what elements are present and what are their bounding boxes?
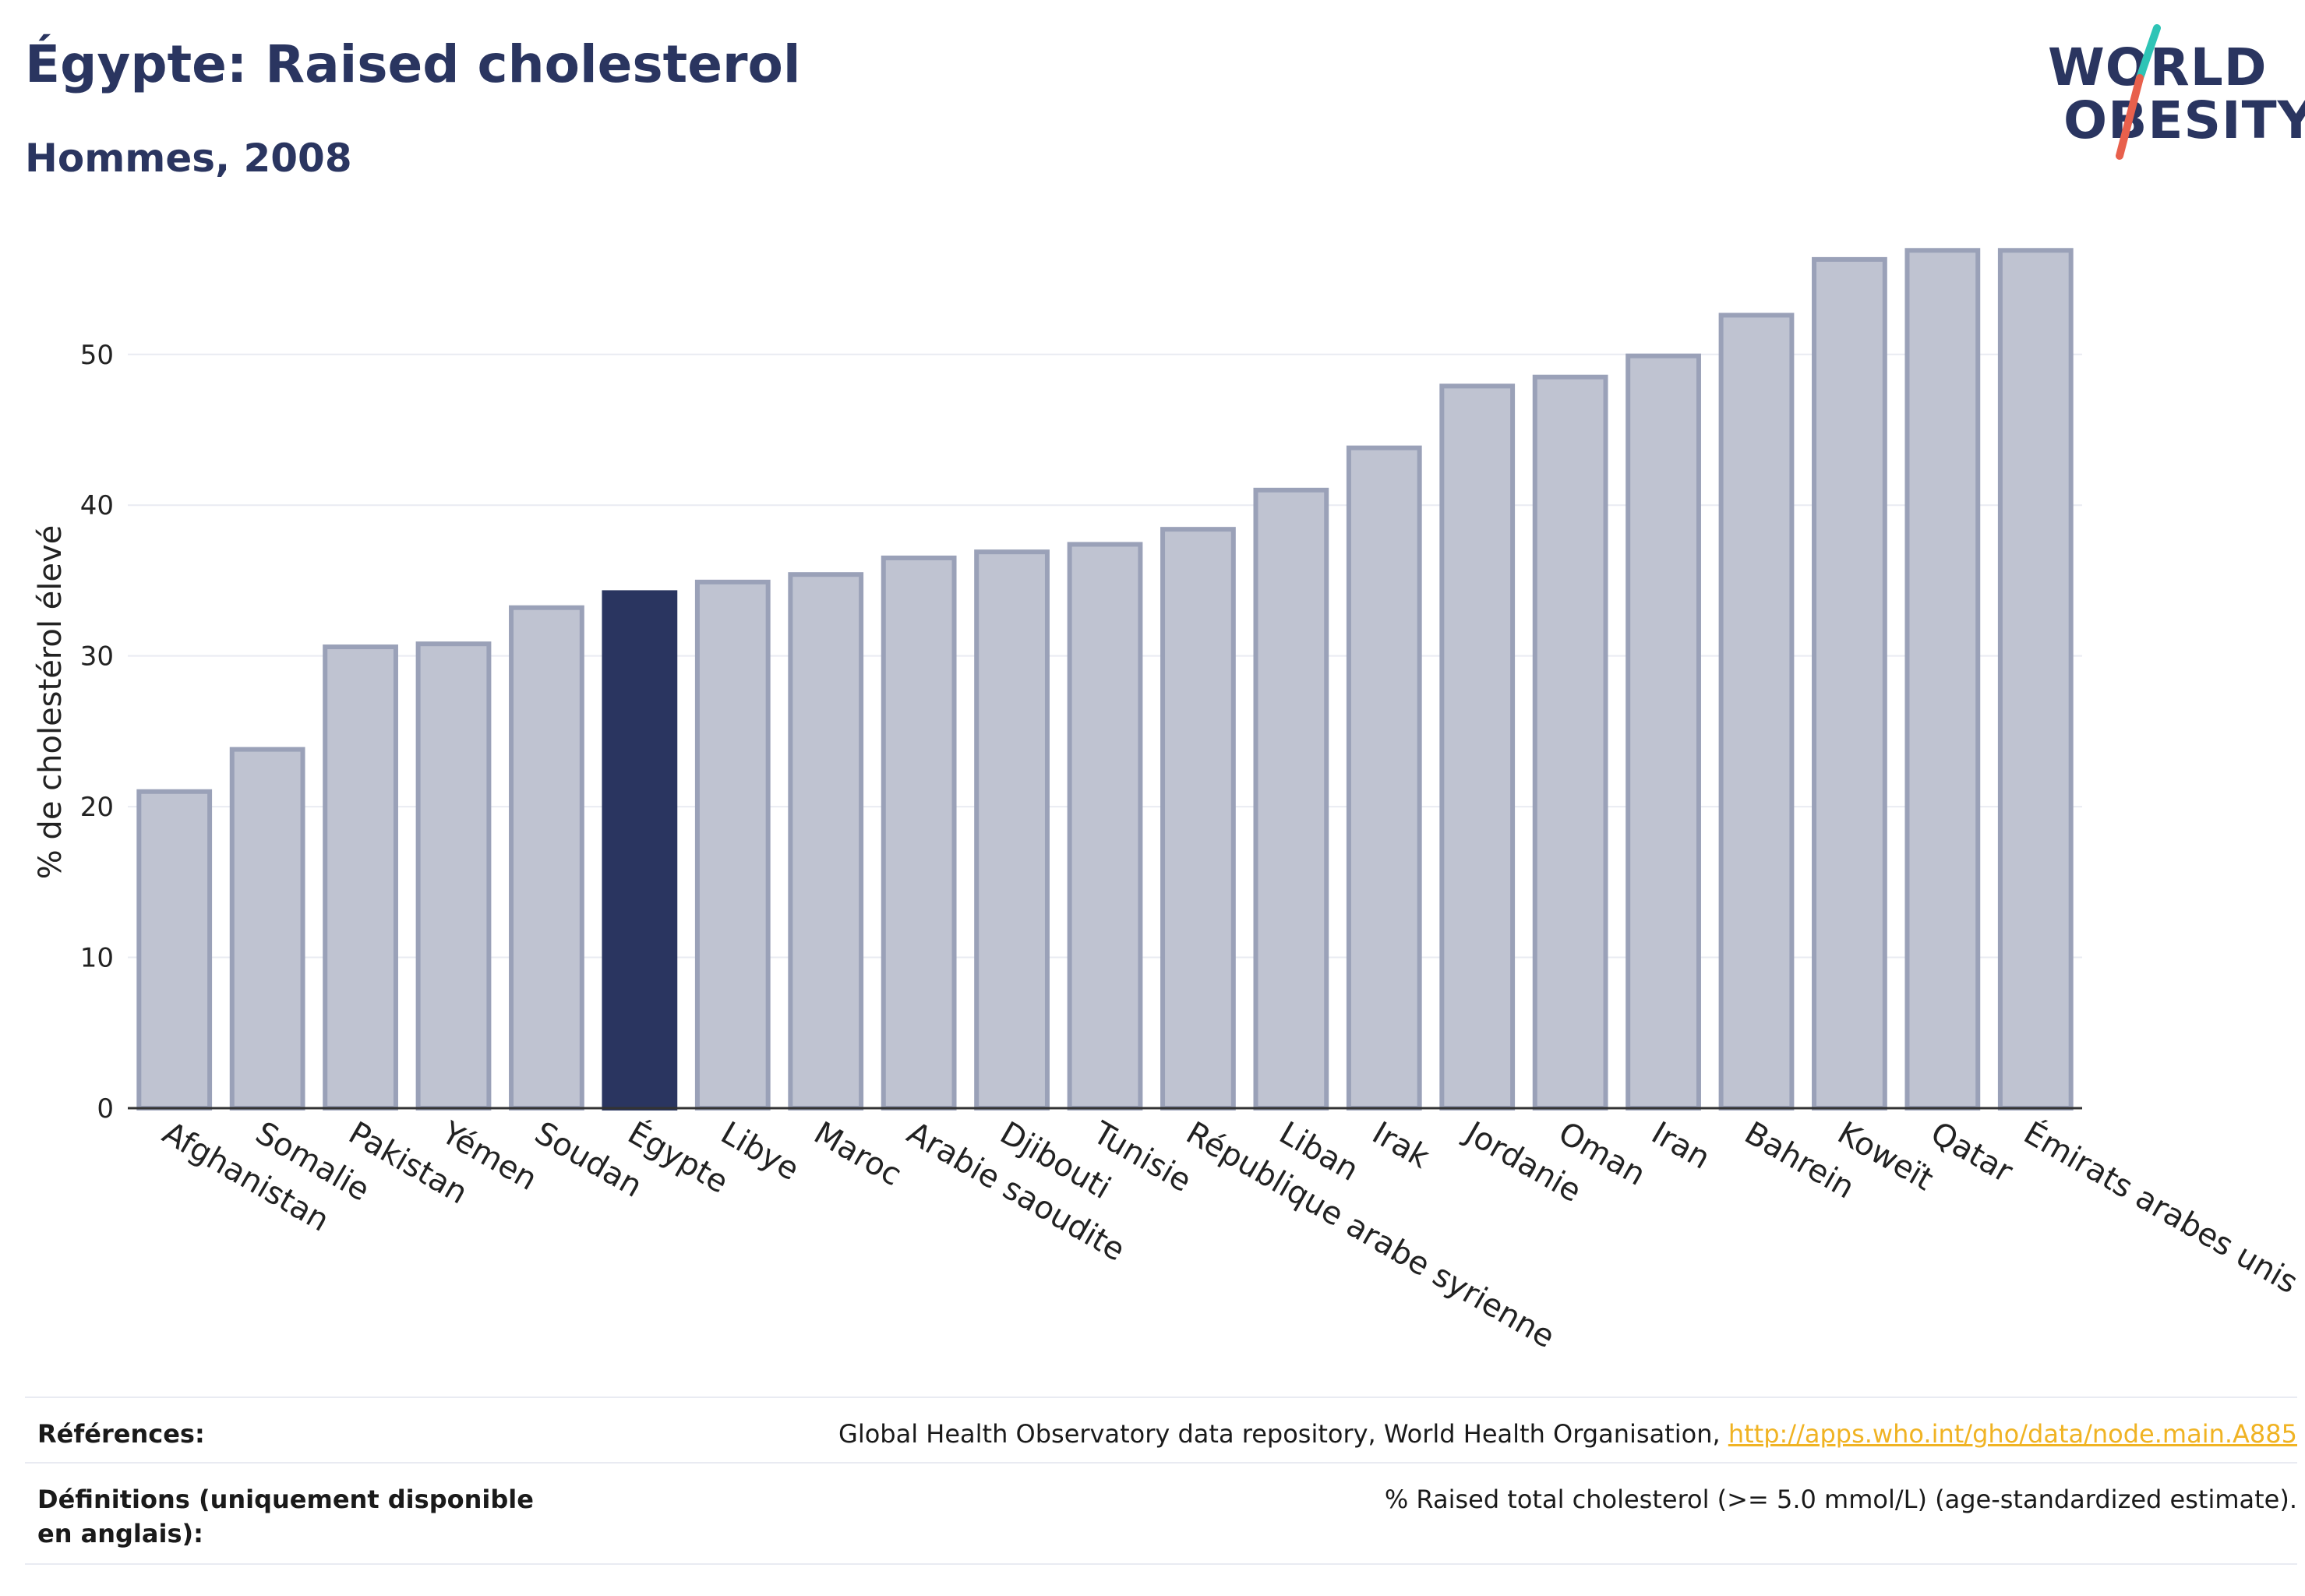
bar-koweït[interactable] [1812, 256, 1887, 1110]
bar-bahrein[interactable] [1718, 312, 1795, 1110]
bar-maroc[interactable] [788, 572, 864, 1110]
x-tick-label: Émirats arabes unis [2017, 1114, 2304, 1301]
y-axis-label: % de cholestérol élevé [33, 525, 69, 880]
bar-yémen[interactable] [415, 641, 492, 1110]
y-tick-label: 10 [80, 943, 114, 974]
definitions-value: % Raised total cholesterol (>= 5.0 mmol/… [1384, 1485, 2297, 1514]
bar-oman[interactable] [1532, 374, 1608, 1110]
bar-qatar[interactable] [1904, 248, 1981, 1110]
x-tick-label: Soudan [528, 1115, 648, 1205]
references-label: Références: [37, 1419, 205, 1449]
x-tick-label: Irak [1366, 1115, 1435, 1176]
definitions-label: Définitions (uniquement disponible en an… [37, 1485, 534, 1548]
footer-references-row: Références: Global Health Observatory da… [25, 1417, 2297, 1453]
x-tick-label: Iran [1646, 1115, 1717, 1177]
bar-libye[interactable] [694, 579, 771, 1110]
y-tick-labels: 0 10 20 30 40 50 [80, 340, 114, 1125]
footer-definitions-row: Définitions (uniquement disponible en an… [25, 1482, 2297, 1554]
y-tick-label: 40 [80, 490, 114, 521]
footer-divider-top [25, 1396, 2297, 1398]
bar-pakistan[interactable] [323, 644, 398, 1110]
x-tick-label: Maroc [808, 1115, 908, 1193]
bar-égypte[interactable] [602, 590, 678, 1110]
bar-jordanie[interactable] [1439, 383, 1516, 1110]
logo-line-2: OBESITY [2063, 90, 2305, 150]
bar-république-arabe-syrienne[interactable] [1160, 527, 1236, 1110]
bar-irak[interactable] [1346, 445, 1422, 1110]
y-tick-label: 0 [97, 1093, 114, 1125]
y-tick-label: 30 [80, 641, 114, 673]
bar-somalie[interactable] [229, 747, 305, 1110]
bar-tunisie[interactable] [1067, 542, 1143, 1110]
references-link[interactable]: http://apps.who.int/gho/data/node.main.A… [1728, 1419, 2297, 1449]
references-text: Global Health Observatory data repositor… [838, 1419, 1728, 1449]
bar-djibouti[interactable] [974, 549, 1050, 1110]
x-tick-label: Qatar [1925, 1115, 2019, 1190]
chart-title: Égypte: Raised cholesterol [25, 34, 801, 94]
y-tick-label: 20 [80, 792, 114, 823]
bar-arabie-saoudite[interactable] [881, 555, 957, 1110]
bar-iran[interactable] [1626, 353, 1701, 1110]
footer-divider-middle [25, 1462, 2297, 1464]
bar-soudan[interactable] [509, 605, 584, 1110]
bar-émirats-arabes-unis[interactable] [1997, 248, 2074, 1110]
footer-divider-bottom [25, 1563, 2297, 1565]
x-tick-labels: AfghanistanSomaliePakistanYémenSoudanÉgy… [157, 1114, 2305, 1355]
bar-afghanistan[interactable] [136, 789, 213, 1110]
bars [136, 248, 2074, 1110]
chart-subtitle: Hommes, 2008 [25, 136, 352, 181]
bar-chart: AfghanistanSomaliePakistanYémenSoudanÉgy… [33, 248, 2305, 1355]
y-tick-label: 50 [80, 340, 114, 371]
references-value: Global Health Observatory data repositor… [838, 1417, 2297, 1451]
bar-liban[interactable] [1253, 487, 1329, 1110]
